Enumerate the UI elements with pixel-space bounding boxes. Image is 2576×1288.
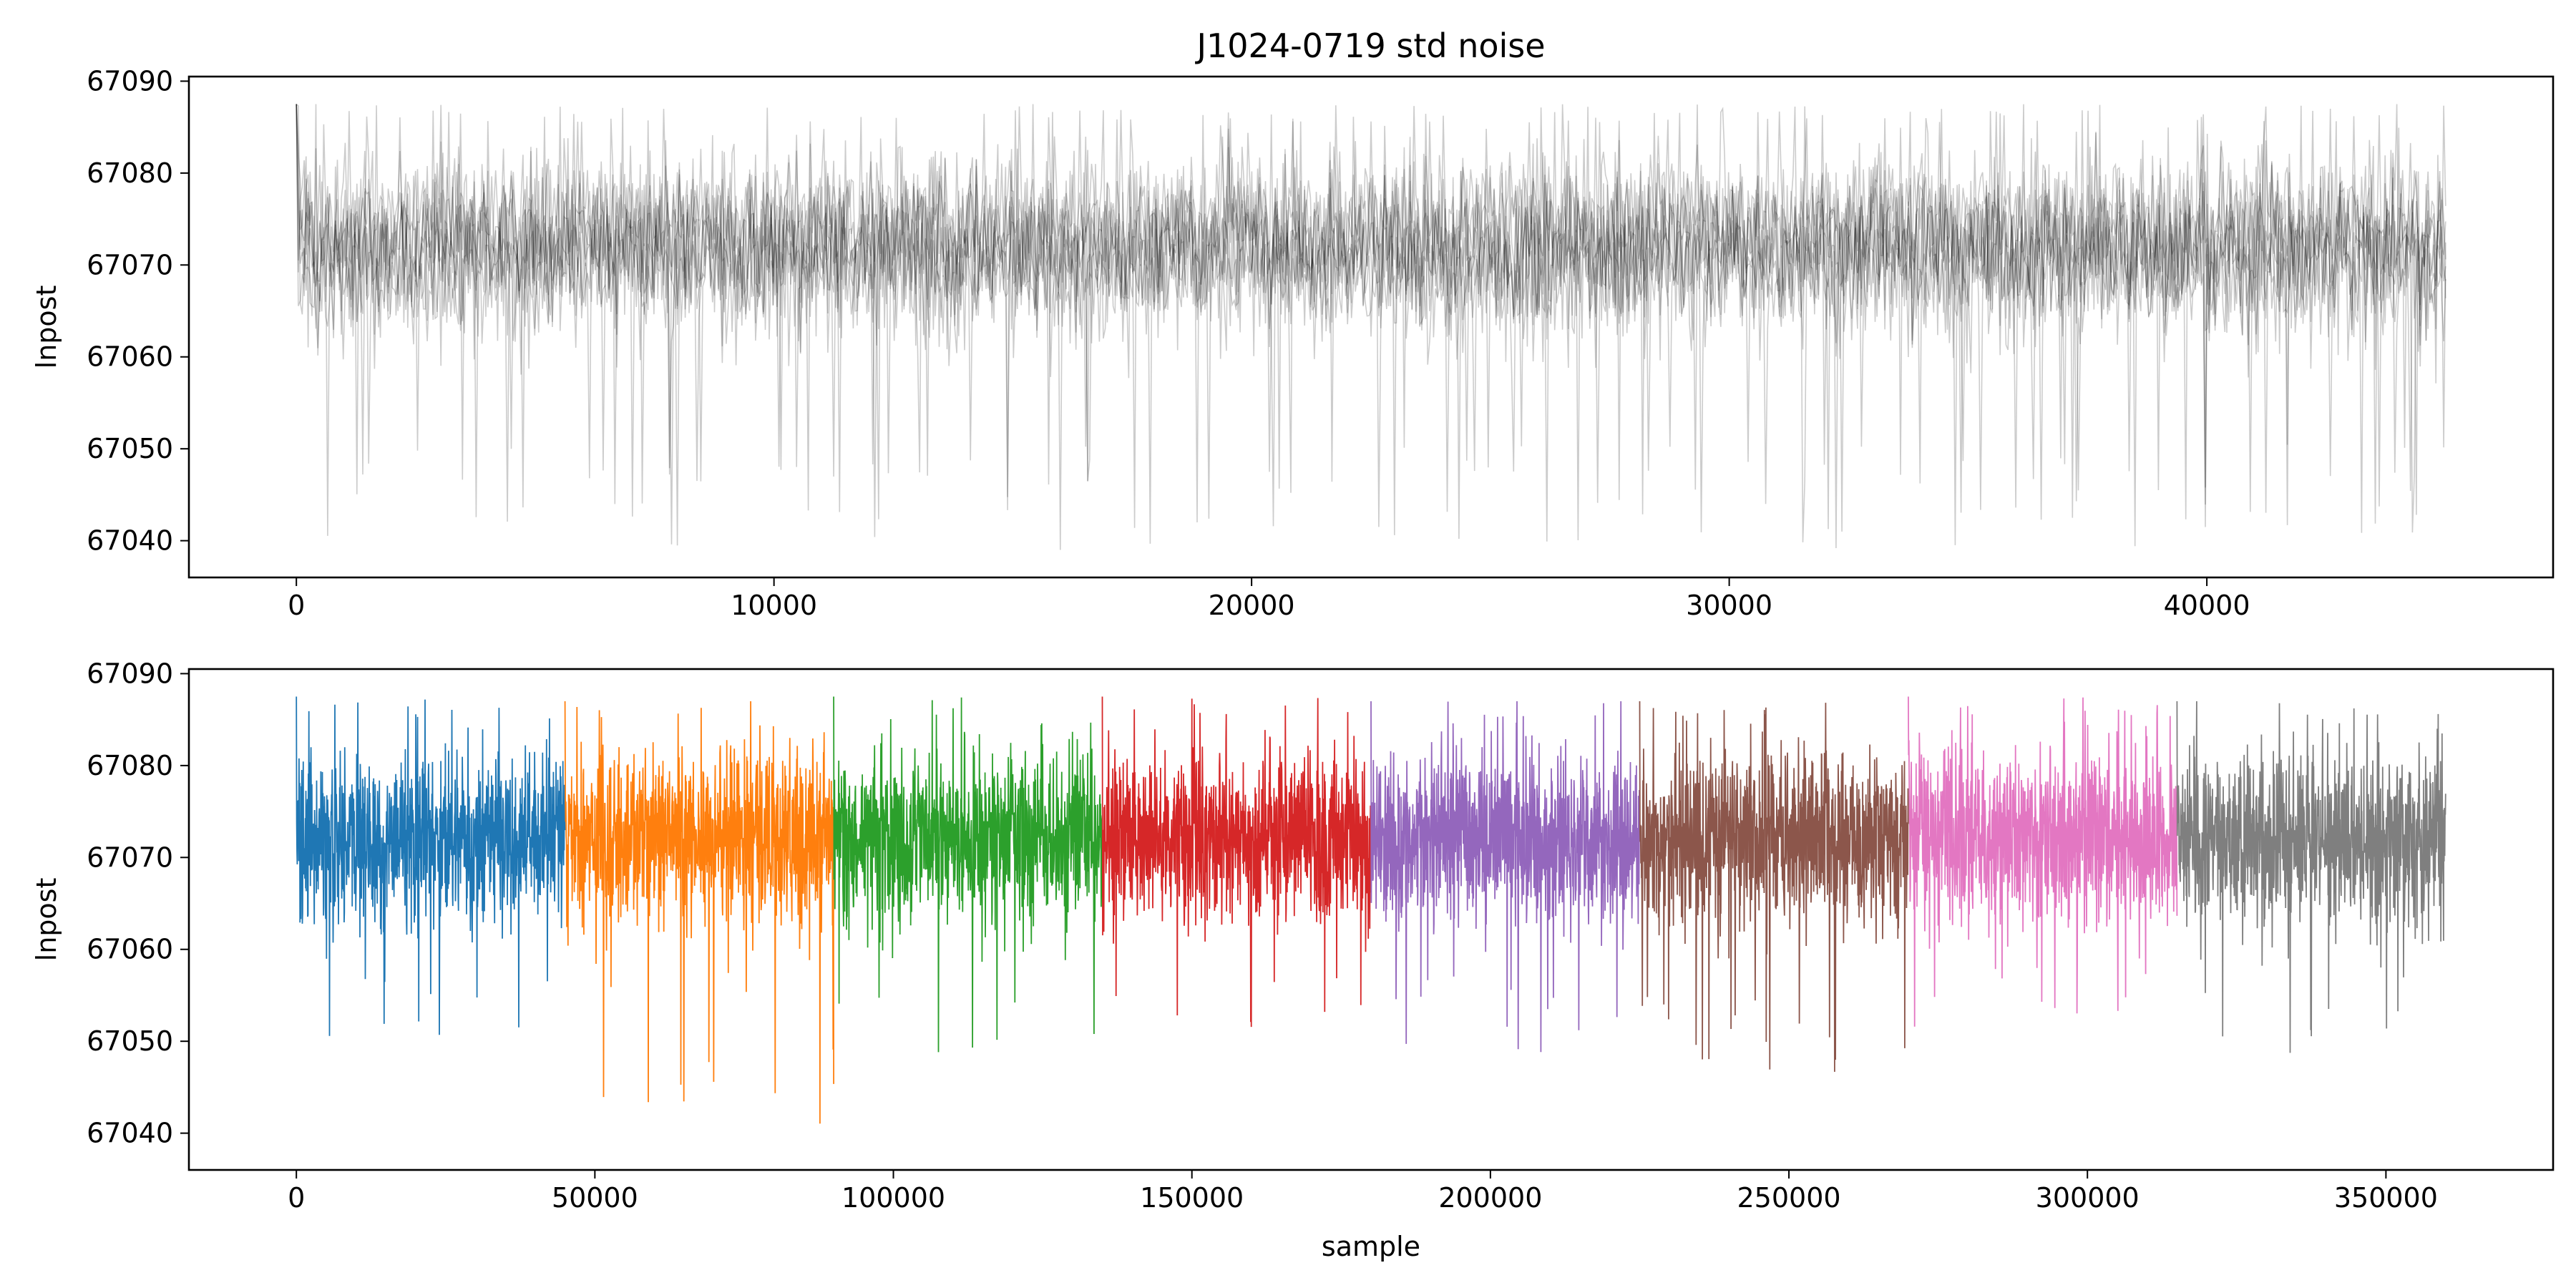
y-tick-label: 67080 [87, 750, 173, 781]
x-tick-label: 0 [288, 590, 305, 621]
y-tick-label: 67050 [87, 433, 173, 464]
x-tick-label: 150000 [1140, 1182, 1244, 1214]
x-tick-label: 300000 [2036, 1182, 2140, 1214]
top-x-axis: 0 10000 20000 30000 40000 [288, 577, 2250, 621]
bottom-plot-frame [187, 668, 2555, 1171]
x-tick-label: 200000 [1438, 1182, 1542, 1214]
overlay-series-line [296, 104, 2446, 537]
x-tick-label: 250000 [1737, 1182, 1841, 1214]
bottom-y-axis: 67040 67050 67060 67070 67080 67090 [87, 658, 189, 1149]
y-tick-label: 67090 [87, 65, 173, 97]
top-series-overlay [296, 103, 2446, 550]
y-tick-label: 67070 [87, 249, 173, 280]
y-tick-label: 67070 [87, 841, 173, 873]
y-tick-label: 67050 [87, 1025, 173, 1057]
chain-series-line [564, 701, 834, 1124]
bottom-series-chains [296, 696, 2446, 1124]
overlay-series-line [296, 104, 2446, 547]
overlay-series-line [296, 104, 2446, 545]
x-tick-label: 30000 [1686, 590, 1772, 621]
overlay-series-line [296, 104, 2446, 550]
overlay-series-line [296, 104, 2446, 546]
top-plot-frame [187, 75, 2555, 579]
overlay-series-line [296, 104, 2446, 549]
chain-series-line [1908, 696, 2178, 1027]
x-tick-label: 350000 [2334, 1182, 2438, 1214]
x-tick-label: 20000 [1209, 590, 1295, 621]
chart-title: J1024-0719 std noise [1194, 26, 1545, 65]
y-tick-label: 67040 [87, 1118, 173, 1149]
bottom-x-axis: 0 50000 100000 150000 200000 250000 300000 3500… [288, 1170, 2438, 1214]
chain-series-line [1639, 701, 1909, 1072]
chain-series-line [833, 696, 1103, 1053]
x-tick-label: 100000 [841, 1182, 945, 1214]
x-tick-label: 40000 [2164, 590, 2250, 621]
y-tick-label: 67060 [87, 341, 173, 373]
overlay-series-line [296, 104, 2446, 544]
y-tick-label: 67090 [87, 658, 173, 689]
chain-series-line [2176, 701, 2446, 1053]
bottom-x-axis-label: sample [1322, 1231, 1420, 1262]
chain-series-line [1370, 701, 1641, 1053]
y-tick-label: 67080 [87, 157, 173, 189]
chain-series-line [296, 696, 566, 1036]
bottom-y-axis-label: lnpost [31, 878, 62, 962]
x-tick-label: 10000 [731, 590, 817, 621]
chain-series-line [1101, 696, 1372, 1028]
top-y-axis-label: lnpost [31, 286, 62, 369]
x-tick-label: 0 [288, 1182, 305, 1214]
bottom-panel: 0 50000 100000 150000 200000 250000 300000 3500… [31, 658, 2555, 1262]
top-panel: 0 10000 20000 30000 40000 670406705067060670… [31, 65, 2555, 621]
y-tick-label: 67040 [87, 525, 173, 557]
top-y-axis: 67040 67050 67060 67070 67080 67090 [87, 65, 189, 557]
overlay-series-line [296, 103, 2446, 542]
y-tick-label: 67060 [87, 934, 173, 965]
x-tick-label: 50000 [552, 1182, 638, 1214]
